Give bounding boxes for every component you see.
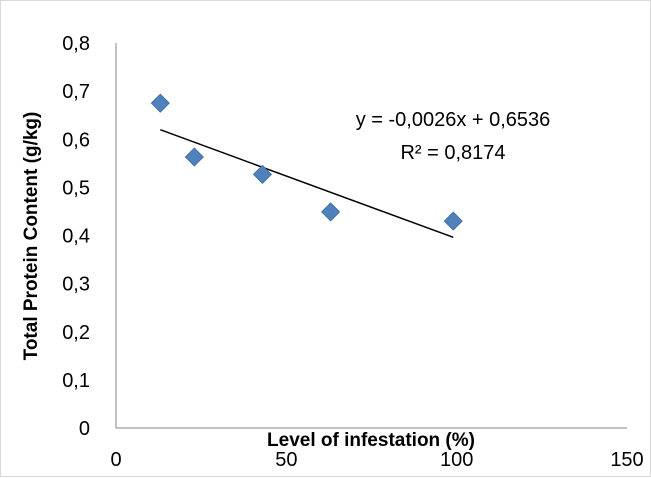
y-tick-labels: 0 0,1 0,2 0,3 0,4 0,5 0,6 0,7 0,8 [62,33,90,440]
data-point [443,211,463,231]
x-tick-label: 100 [440,449,473,471]
y-tick-label: 0,3 [62,274,90,296]
y-tick-label: 0,8 [62,33,90,55]
trendline-line [160,129,454,239]
data-point [150,93,170,113]
x-axis-title: Level of infestation (%) [267,430,475,451]
y-tick-label: 0,5 [62,177,90,199]
x-tick-label: 0 [110,449,121,471]
y-tick-label: 0,2 [62,322,90,344]
x-tick-label: 50 [275,449,297,471]
axes [115,43,627,429]
r-squared-label: R² = 0,8174 [400,142,505,164]
data-point [184,147,204,167]
data-point [252,164,273,184]
y-tick-label: 0,1 [62,370,90,392]
y-tick-label: 0,6 [62,129,90,151]
data-points [150,93,463,231]
x-tick-label: 150 [610,449,643,471]
y-axis-title: Total Protein Content (g/kg) [21,112,42,361]
y-tick-label: 0 [79,418,90,440]
data-point [321,202,341,222]
y-tick-label: 0,4 [62,226,90,248]
trendline-equation: y = -0,0026x + 0,6536 [356,109,551,131]
x-tick-labels: 0 50 100 150 [110,449,643,471]
trendline [160,129,454,239]
y-tick-label: 0,7 [62,81,90,103]
